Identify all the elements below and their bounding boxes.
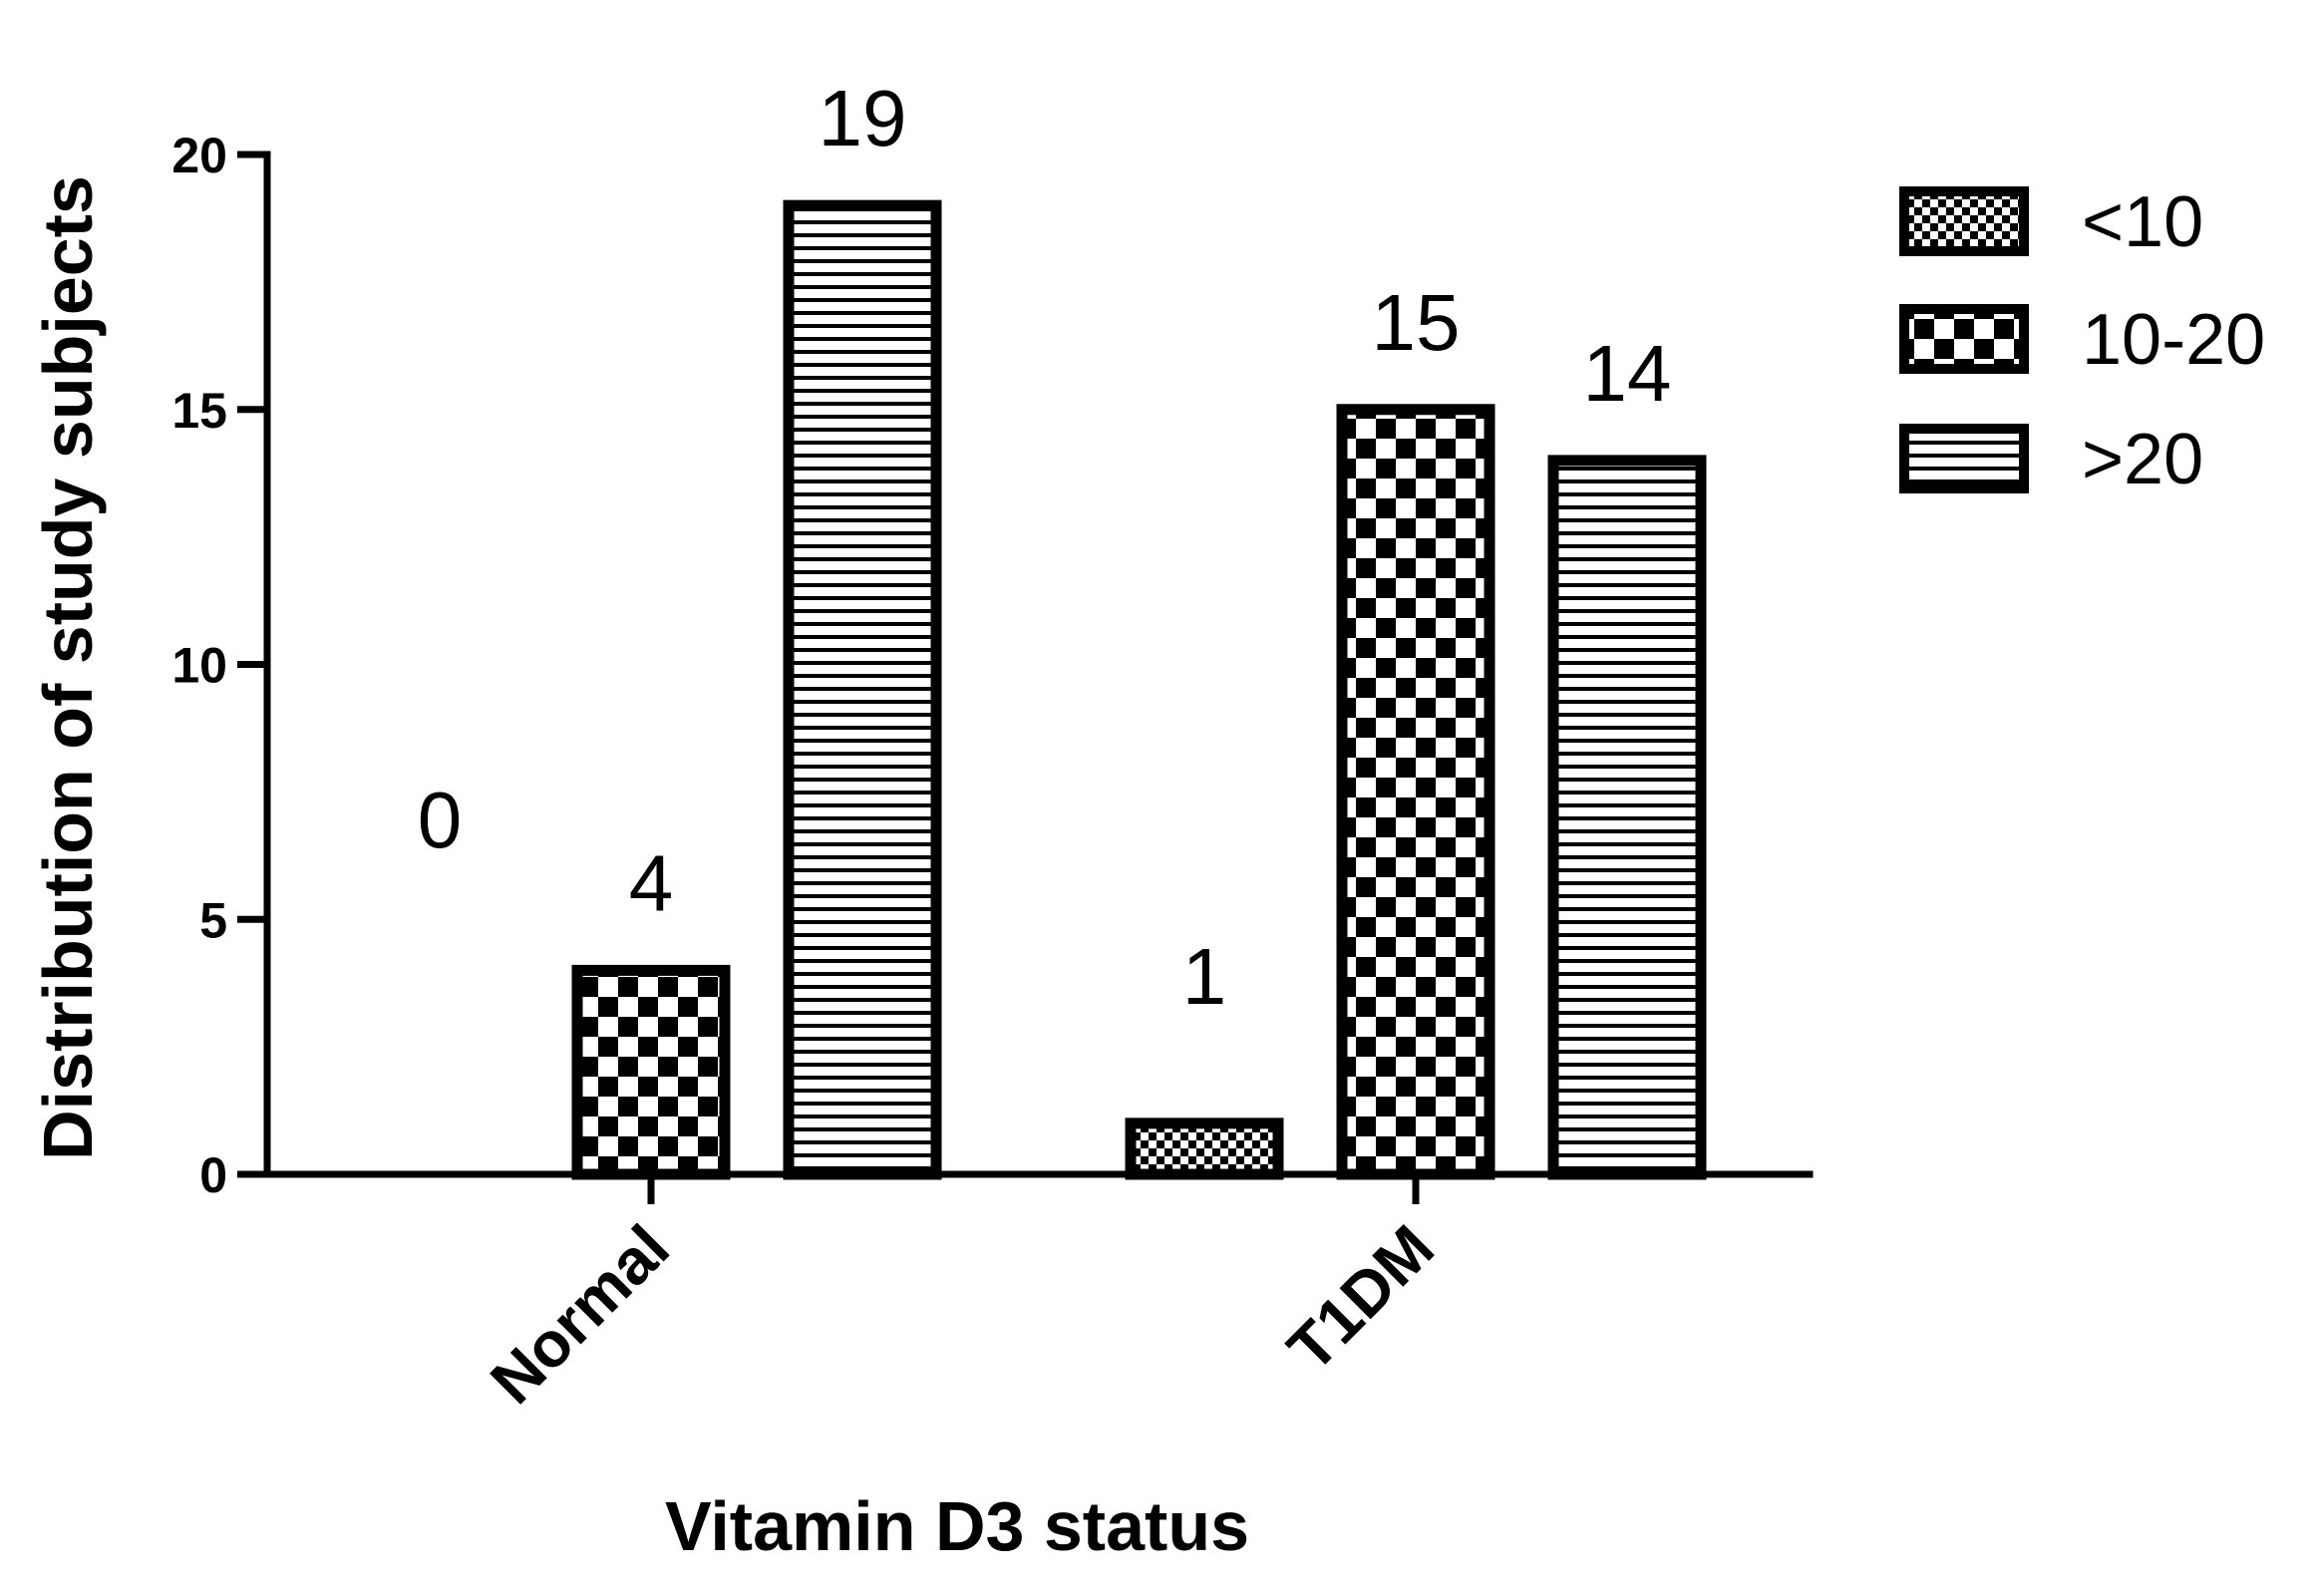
data-label: 19 <box>819 74 907 162</box>
legend-swatch <box>1899 186 2029 256</box>
bar <box>1125 1117 1284 1180</box>
legend-swatch <box>1899 304 2029 374</box>
legend-label: 10-20 <box>2082 300 2265 380</box>
data-label: 1 <box>1182 932 1227 1021</box>
data-label: 14 <box>1583 329 1672 418</box>
legend-label: >20 <box>2082 420 2203 499</box>
y-axis-title: Distribution of study subjects <box>29 175 107 1160</box>
x-axis-title: Vitamin D3 status <box>665 1487 1249 1565</box>
y-tick-label: 15 <box>171 383 227 439</box>
bar <box>1336 404 1495 1180</box>
x-category-label: T1DM <box>1274 1211 1448 1385</box>
data-label: 15 <box>1372 278 1461 367</box>
bar <box>1547 455 1707 1180</box>
legend-label: <10 <box>2082 182 2203 262</box>
x-category-label: Normal <box>477 1211 683 1418</box>
y-tick-label: 20 <box>171 128 227 183</box>
y-tick-label: 5 <box>199 892 227 948</box>
legend-swatch <box>1899 424 2029 493</box>
data-label: 4 <box>629 838 674 927</box>
y-tick-label: 10 <box>171 638 227 694</box>
legend: <10 10-20 >20 <box>1899 182 2265 499</box>
data-label: 0 <box>418 776 463 864</box>
bar <box>571 964 731 1180</box>
bar <box>783 199 942 1180</box>
y-tick-label: 0 <box>199 1147 227 1203</box>
